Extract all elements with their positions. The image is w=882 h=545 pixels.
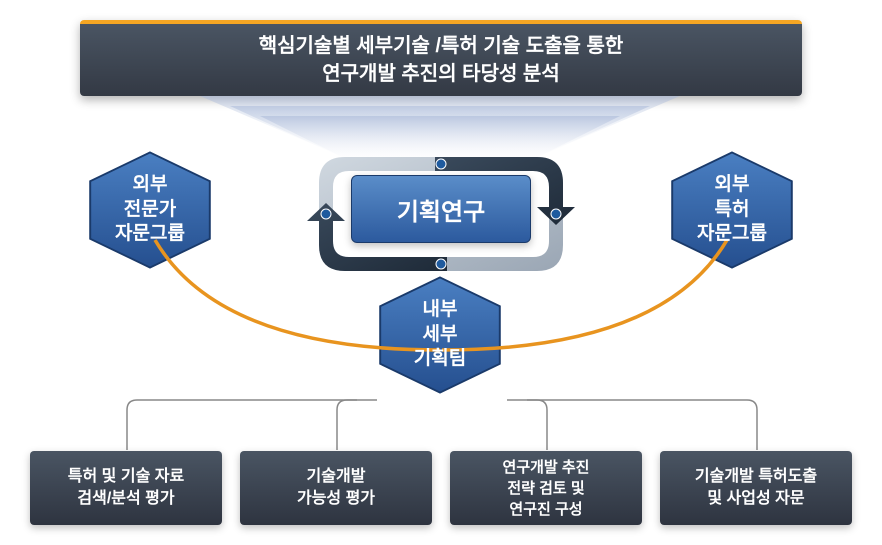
center-box-label: 기획연구	[397, 192, 485, 227]
bottom-box-4-line2: 및 사업성 자문	[707, 488, 804, 510]
hex-left-line1: 외부	[115, 173, 185, 198]
bottom-row: 특허 및 기술 자료 검색/분석 평가 기술개발 가능성 평가 연구개발 추진 …	[30, 451, 852, 525]
hex-right-line2: 특허	[697, 198, 767, 223]
header-banner: 핵심기술별 세부기술 /특허 기술 도출을 통한 연구개발 추진의 타당성 분석	[80, 20, 802, 96]
hex-right-line1: 외부	[697, 173, 767, 198]
hex-right-line3: 자문그룹	[697, 222, 767, 247]
hex-center-line3: 기획팀	[414, 347, 466, 372]
header-line1: 핵심기술별 세부기술 /특허 기술 도출을 통한	[259, 32, 624, 60]
hex-center-line2: 세부	[414, 323, 466, 348]
bottom-box-3-line1: 연구개발 추진	[503, 457, 590, 478]
header-line2: 연구개발 추진의 타당성 분석	[322, 60, 559, 88]
hex-center-line1: 내부	[414, 298, 466, 323]
bottom-box-3-line3: 연구진 구성	[509, 499, 582, 520]
bottom-box-2: 기술개발 가능성 평가	[240, 451, 432, 525]
bottom-box-3: 연구개발 추진 전략 검토 및 연구진 구성	[450, 451, 642, 525]
bottom-box-2-line2: 가능성 평가	[297, 488, 375, 510]
hex-left-line3: 자문그룹	[115, 222, 185, 247]
cycle-container: 기획연구	[305, 145, 577, 285]
bottom-box-3-line2: 전략 검토 및	[507, 478, 584, 499]
bottom-box-4: 기술개발 특허도출 및 사업성 자문	[660, 451, 852, 525]
bottom-box-4-line1: 기술개발 특허도출	[695, 466, 817, 488]
hexagon-external-patent: 외부 특허 자문그룹	[667, 150, 797, 270]
bottom-box-2-line1: 기술개발	[307, 466, 366, 488]
hex-left-line2: 전문가	[115, 198, 185, 223]
bottom-box-1: 특허 및 기술 자료 검색/분석 평가	[30, 451, 222, 525]
hexagon-external-expert: 외부 전문가 자문그룹	[85, 150, 215, 270]
bottom-box-1-line1: 특허 및 기술 자료	[68, 466, 184, 488]
hexagon-internal-team: 내부 세부 기획팀	[375, 275, 505, 395]
center-research-box: 기획연구	[351, 175, 531, 243]
bottom-box-1-line2: 검색/분석 평가	[77, 488, 174, 510]
